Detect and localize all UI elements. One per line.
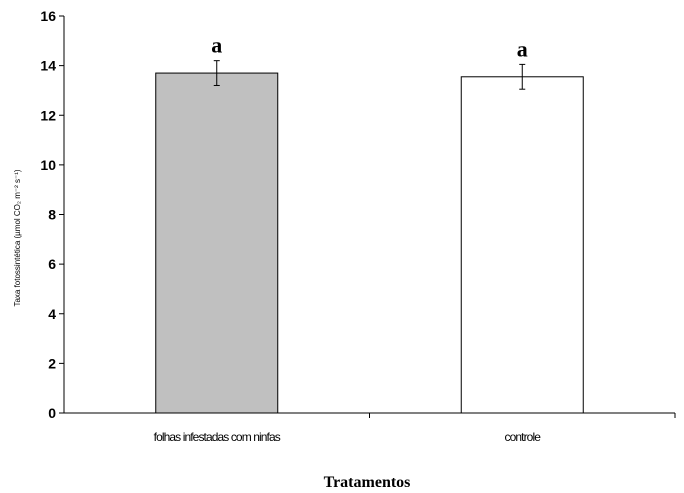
y-tick-label: 0 bbox=[48, 405, 56, 421]
bar bbox=[460, 76, 584, 414]
y-tick-label: 14 bbox=[40, 58, 56, 74]
y-tick-label: 16 bbox=[40, 8, 56, 24]
x-tick-label: folhas infestadas com ninfas bbox=[154, 430, 281, 444]
bar bbox=[155, 72, 279, 414]
significance-letter: a bbox=[211, 33, 222, 58]
y-axis-title-group: Taxa fotossintética (µmol CO₂ m⁻² s⁻¹) bbox=[13, 169, 22, 306]
x-axis-title: Tratamentos bbox=[324, 474, 411, 491]
y-tick-label: 10 bbox=[40, 157, 56, 173]
x-tick-label: controle bbox=[505, 430, 542, 444]
y-tick-label: 2 bbox=[48, 355, 56, 371]
y-axis-title: Taxa fotossintética (µmol CO₂ m⁻² s⁻¹) bbox=[13, 169, 22, 306]
y-tick-label: 8 bbox=[48, 207, 56, 223]
y-tick-label: 6 bbox=[48, 256, 56, 272]
y-tick-label: 12 bbox=[40, 107, 56, 123]
y-axis-ticks: 0 2 4 6 8 10 12 14 16 bbox=[40, 8, 64, 421]
significance-letter: a bbox=[517, 36, 528, 61]
x-axis-ticks: folhas infestadas com ninfas controle bbox=[154, 413, 676, 444]
bars bbox=[155, 72, 584, 414]
y-tick-label: 4 bbox=[48, 306, 56, 322]
error-bars bbox=[213, 60, 526, 90]
